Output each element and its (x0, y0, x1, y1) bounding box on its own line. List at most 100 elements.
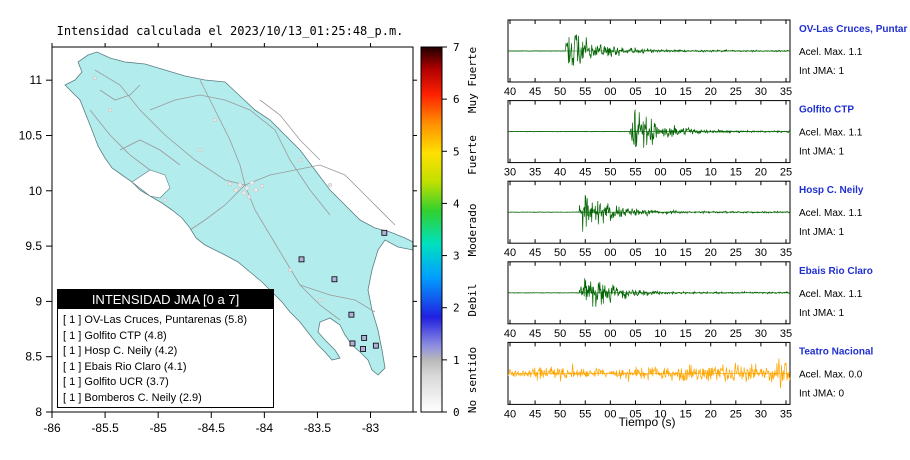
waveform-tick-label: 00 (604, 247, 616, 259)
map-y-axis: 11 10.5 10 9.5 9 8.5 8 (19, 73, 417, 419)
waveform-tick-label: 10 (705, 167, 717, 179)
colorbar-tick-label: 6 (453, 93, 460, 106)
station-layer (298, 229, 388, 352)
colorbar-tick-label: 2 (453, 302, 460, 315)
waveform-tick-label: 20 (705, 408, 717, 420)
waveform-tick-label: 15 (680, 328, 692, 340)
map-y-tick-label: 8 (35, 405, 42, 419)
waveform-tick-label: 45 (529, 86, 541, 98)
map-y-tick-label: 11 (30, 73, 43, 87)
waveform-tick-label: 50 (604, 167, 616, 179)
colorbar-ticks: 0 1 2 3 4 5 6 7 (442, 41, 460, 419)
waveform-trace (507, 109, 791, 148)
waveform-tick-label: 25 (730, 328, 742, 340)
waveform-tick-label: 55 (579, 408, 591, 420)
legend-item: [ 1 ] Bomberos C. Neily (2.9) (63, 391, 202, 404)
map-y-tick-label: 9.5 (25, 239, 42, 253)
waveform-tick-label: 05 (629, 408, 641, 420)
waveform-tick-label: 15 (680, 408, 692, 420)
legend-item: [ 1 ] Ebais Rio Claro (4.1) (63, 360, 187, 373)
waveform-tick-label: 20 (705, 86, 717, 98)
waveform-tick-label: 45 (529, 328, 541, 340)
waveform-tick-label: 35 (780, 86, 792, 98)
waveform-tick-label: 30 (755, 408, 767, 420)
waveform-tick-label: 25 (730, 408, 742, 420)
colorbar-tick-label: 3 (453, 250, 460, 263)
station-marker (381, 229, 388, 236)
map-x-tick-label: -84 (256, 421, 274, 435)
waveform-tick-label: 50 (554, 328, 566, 340)
waveform-tick-label: 10 (654, 328, 666, 340)
waveform-tick-label: 20 (705, 247, 717, 259)
legend-title: INTENSIDAD JMA [0 a 7] (58, 290, 273, 309)
map-x-tick-label: -86 (43, 421, 61, 435)
waveform-tick-label: 30 (755, 328, 767, 340)
waveform-tick-label: 45 (579, 167, 591, 179)
colorbar-tick-label: 1 (453, 354, 460, 367)
waveform-panels: 40 45 50 55 00 05 10 15 20 25 30 35 OV-Las Cruces, P… (504, 19, 907, 420)
waveform-trace (508, 278, 790, 307)
waveform-tick-label: 50 (554, 247, 566, 259)
map-x-axis: -86 -85.5 -85 -84.5 -84 -83.5 -83 (43, 43, 380, 435)
station-marker (348, 311, 355, 318)
legend-item: [ 1 ] Golfito UCR (3.7) (63, 376, 169, 388)
map-y-tick-label: 10 (29, 184, 43, 198)
road-network (89, 69, 396, 321)
map-y-tick-label: 10.5 (19, 128, 43, 142)
map-x-tick-label: -84.5 (198, 421, 226, 435)
intensity-colorbar: 0 1 2 3 4 5 6 7 No sentido Debil Moderado Fuerte Mu… (420, 41, 479, 419)
map-frame (51, 46, 414, 413)
max-acceleration: Acel. Max. 1.1 (799, 47, 863, 58)
waveform-tick-label: 45 (529, 408, 541, 420)
colorbar-gradient (420, 46, 443, 413)
waveform-tick-label: 05 (629, 328, 641, 340)
colorbar-category-label: Fuerte (466, 135, 479, 175)
waveform-tick-label: 35 (780, 247, 792, 259)
colorbar-category-label: Moderado (466, 204, 479, 257)
waveform-panel: 40 45 50 55 00 05 10 15 20 25 30 35 OV-Las Cruces, P… (504, 19, 907, 98)
waveform-tick-label: 40 (504, 408, 516, 420)
waveform-tick-label: 10 (654, 247, 666, 259)
intensity-legend: INTENSIDAD JMA [0 a 7] [ 1 ] OV-Las Cruc… (57, 289, 274, 408)
map-x-tick-label: -83.5 (304, 421, 332, 435)
waveform-tick-label: 05 (680, 167, 692, 179)
waveform-trace (507, 358, 791, 389)
jma-intensity: Int JMA: 1 (799, 308, 844, 319)
waveform-panel: 30 35 40 45 50 55 00 05 10 15 20 25 Golfito CTP Acel.… (504, 100, 863, 179)
waveform-tick-label: 55 (579, 247, 591, 259)
waveform-tick-label: 40 (504, 247, 516, 259)
waveform-tick-label: 20 (755, 167, 767, 179)
waveform-tick-label: 55 (629, 167, 641, 179)
waveform-tick-label: 55 (579, 86, 591, 98)
waveform-tick-label: 10 (654, 408, 666, 420)
colorbar-tick-label: 4 (453, 197, 460, 210)
waveform-tick-label: 30 (755, 247, 767, 259)
waveform-tick-label: 50 (554, 408, 566, 420)
waveform-tick-label: 25 (780, 167, 792, 179)
waveform-tick-label: 05 (629, 86, 641, 98)
waveform-tick-label: 35 (529, 167, 541, 179)
colorbar-category-label: Muy Fuerte (466, 47, 479, 113)
colorbar-category-labels: No sentido Debil Moderado Fuerte Muy Fuerte (466, 47, 479, 413)
station-marker (349, 340, 356, 347)
station-marker (372, 342, 379, 349)
colorbar-tick-label: 5 (453, 145, 460, 158)
town-markers (92, 75, 333, 303)
map-x-tick-label: -85 (150, 421, 168, 435)
station-name: Golfito CTP (799, 105, 854, 116)
waveform-tick-label: 50 (554, 86, 566, 98)
legend-item: [ 1 ] Golfito CTP (4.8) (63, 329, 167, 342)
station-name: Ebais Rio Claro (799, 266, 873, 277)
station-marker (331, 276, 338, 283)
max-acceleration: Acel. Max. 0.0 (799, 369, 863, 380)
station-name: Teatro Nacional (799, 346, 873, 357)
waveform-panel: 40 45 50 55 00 05 10 15 20 25 30 35 Teatro Nacional A… (504, 341, 873, 420)
waveform-tick-label: 40 (504, 86, 516, 98)
jma-intensity: Int JMA: 1 (799, 147, 844, 158)
waveform-tick-label: 15 (680, 247, 692, 259)
waveform-tick-label: 00 (604, 328, 616, 340)
waveform-tick-label: 35 (780, 408, 792, 420)
waveform-tick-label: 20 (705, 328, 717, 340)
legend-item: [ 1 ] OV-Las Cruces, Puntarenas (5.8) (63, 314, 248, 326)
station-marker (298, 256, 305, 263)
